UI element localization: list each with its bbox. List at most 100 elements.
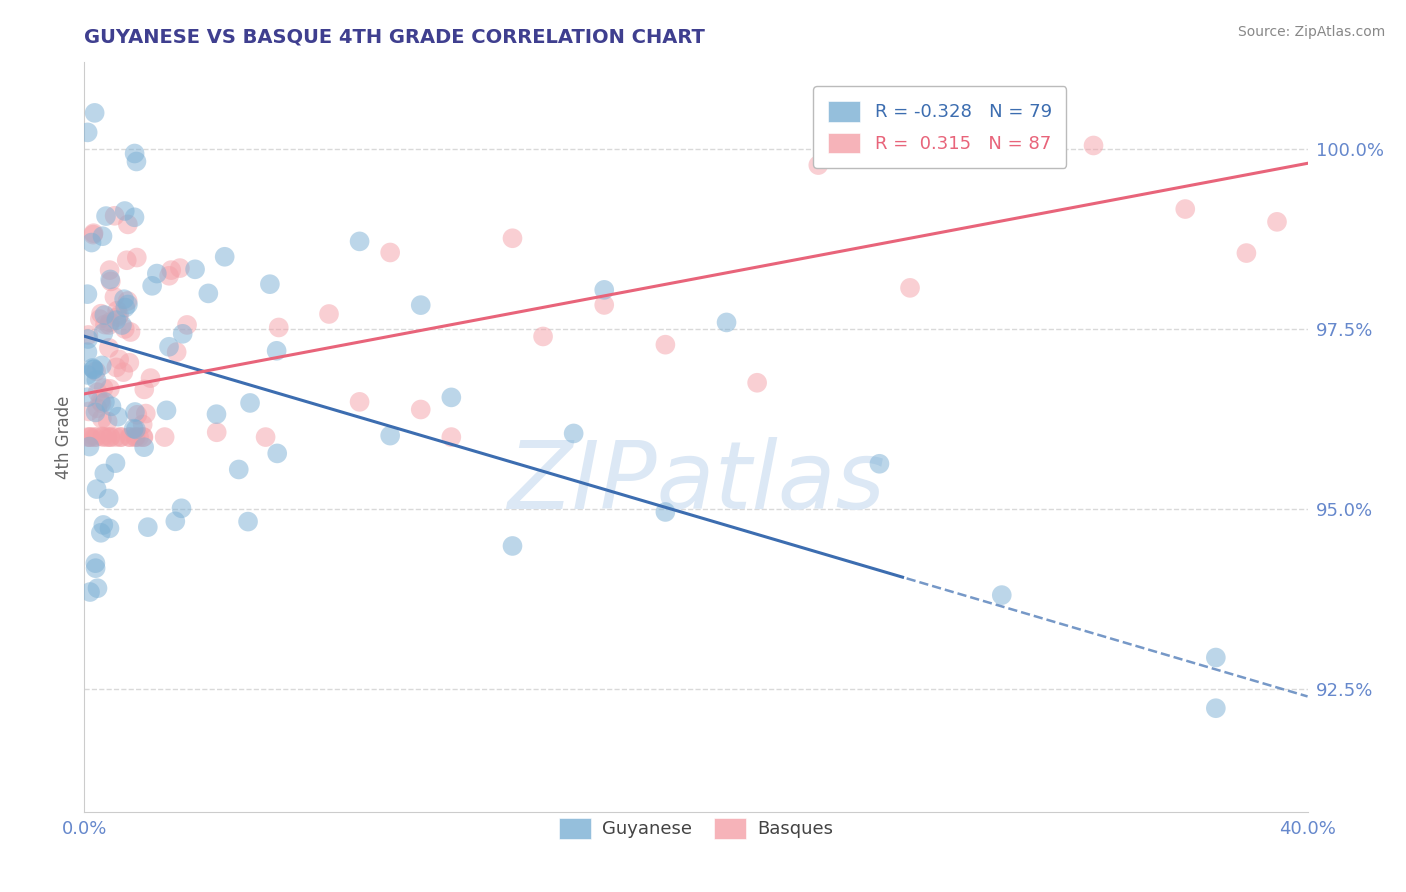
- Point: [869, 457, 891, 471]
- Point: [84, 405, 107, 419]
- Point: [440, 391, 463, 405]
- Point: [115, 253, 138, 268]
- Point: [84, 556, 107, 570]
- Point: [124, 405, 146, 419]
- Point: [157, 268, 180, 283]
- Point: [228, 462, 250, 476]
- Point: [77, 404, 100, 418]
- Point: [114, 322, 136, 336]
- Point: [105, 360, 128, 375]
- Point: [76, 287, 98, 301]
- Point: [205, 407, 228, 421]
- Point: [98, 318, 121, 332]
- Point: [318, 307, 340, 321]
- Point: [93, 326, 115, 340]
- Text: GUYANESE VS BASQUE 4TH GRADE CORRELATION CHART: GUYANESE VS BASQUE 4TH GRADE CORRELATION…: [84, 28, 706, 47]
- Point: [172, 326, 194, 341]
- Point: [83, 362, 105, 376]
- Point: [134, 383, 156, 397]
- Point: [93, 381, 115, 395]
- Point: [93, 467, 115, 481]
- Point: [409, 402, 432, 417]
- Point: [79, 430, 101, 444]
- Point: [90, 396, 112, 410]
- Point: [118, 356, 141, 370]
- Point: [107, 310, 129, 324]
- Point: [90, 307, 112, 321]
- Point: [91, 429, 114, 443]
- Text: Source: ZipAtlas.com: Source: ZipAtlas.com: [1237, 25, 1385, 39]
- Point: [239, 396, 262, 410]
- Point: [139, 371, 162, 385]
- Point: [118, 430, 141, 444]
- Point: [97, 341, 120, 355]
- Point: [83, 430, 105, 444]
- Point: [86, 482, 108, 496]
- Point: [98, 272, 121, 286]
- Point: [79, 585, 101, 599]
- Point: [125, 251, 148, 265]
- Point: [104, 430, 127, 444]
- Point: [76, 125, 98, 139]
- Point: [654, 337, 676, 351]
- Point: [91, 518, 114, 533]
- Point: [94, 318, 117, 332]
- Point: [82, 227, 104, 242]
- Point: [127, 408, 149, 422]
- Point: [90, 411, 112, 425]
- Point: [266, 343, 288, 358]
- Point: [86, 401, 108, 416]
- Point: [97, 491, 120, 506]
- Point: [77, 327, 100, 342]
- Point: [169, 261, 191, 276]
- Point: [114, 204, 136, 219]
- Point: [176, 318, 198, 332]
- Point: [107, 409, 129, 424]
- Point: [98, 382, 121, 396]
- Point: [205, 425, 228, 440]
- Point: [98, 521, 121, 535]
- Point: [807, 158, 830, 172]
- Point: [266, 446, 288, 460]
- Point: [593, 283, 616, 297]
- Point: [117, 297, 139, 311]
- Point: [104, 209, 127, 223]
- Point: [82, 360, 104, 375]
- Point: [125, 422, 148, 436]
- Point: [141, 278, 163, 293]
- Point: [120, 325, 142, 339]
- Point: [716, 315, 738, 329]
- Point: [125, 154, 148, 169]
- Point: [117, 218, 139, 232]
- Point: [124, 146, 146, 161]
- Point: [96, 430, 118, 444]
- Point: [97, 414, 120, 428]
- Point: [349, 235, 371, 249]
- Point: [166, 345, 188, 359]
- Point: [93, 308, 115, 322]
- Point: [94, 209, 117, 223]
- Point: [86, 385, 108, 400]
- Point: [104, 456, 127, 470]
- Point: [747, 376, 769, 390]
- Point: [76, 430, 98, 444]
- Point: [84, 364, 107, 378]
- Point: [125, 430, 148, 444]
- Point: [898, 281, 921, 295]
- Point: [94, 395, 117, 409]
- Y-axis label: 4th Grade: 4th Grade: [55, 395, 73, 479]
- Point: [111, 318, 134, 332]
- Point: [98, 430, 121, 444]
- Point: [90, 525, 112, 540]
- Point: [108, 352, 131, 367]
- Point: [807, 885, 830, 892]
- Point: [93, 430, 115, 444]
- Point: [110, 430, 132, 444]
- Point: [160, 263, 183, 277]
- Point: [157, 340, 180, 354]
- Point: [83, 226, 105, 240]
- Point: [98, 315, 121, 329]
- Point: [236, 515, 259, 529]
- Point: [132, 430, 155, 444]
- Point: [197, 286, 219, 301]
